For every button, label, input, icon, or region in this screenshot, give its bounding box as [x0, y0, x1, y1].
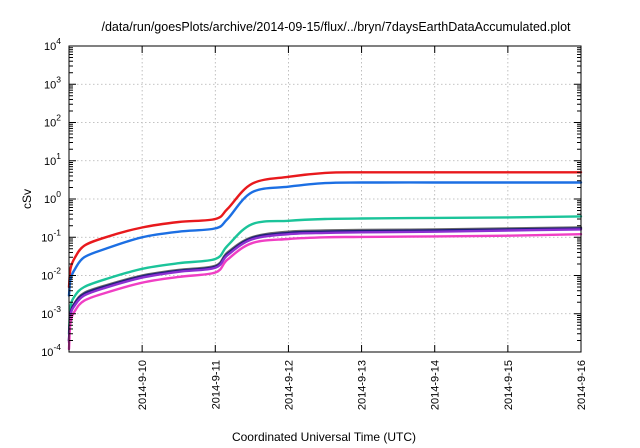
- chart-title: /data/run/goesPlots/archive/2014-09-15/f…: [101, 20, 571, 34]
- series-line-5: [67, 227, 583, 342]
- x-tick-label: 2014-9-14: [430, 360, 442, 410]
- y-tick-label: 101: [44, 151, 61, 168]
- y-tick-label: 104: [44, 36, 61, 53]
- y-tick-label: 10-4: [41, 342, 61, 359]
- y-tick-label: 103: [44, 74, 61, 91]
- series-line-3: [67, 215, 583, 335]
- series-line-4: [67, 226, 583, 342]
- x-tick-label: 2014-9-11: [210, 360, 222, 409]
- series-line-7: [67, 233, 583, 351]
- y-tick-label: 10-1: [41, 227, 61, 244]
- y-axis-label: cSv: [20, 189, 34, 209]
- x-tick-label: 2014-9-15: [503, 360, 515, 410]
- x-tick-label: 2014-9-12: [283, 360, 295, 410]
- x-tick-label: 2014-9-10: [137, 360, 149, 410]
- series-group: [67, 171, 583, 351]
- grid: [69, 46, 581, 352]
- plot-frame: [68, 45, 582, 353]
- x-tick-label: 2014-9-16: [576, 360, 588, 410]
- series-line-2: [67, 181, 583, 297]
- y-tick-label: 10-2: [41, 266, 61, 283]
- series-line-6: [67, 228, 583, 344]
- y-tick-label: 102: [44, 113, 61, 130]
- x-tick-label: 2014-9-13: [357, 360, 369, 410]
- x-axis-label: Coordinated Universal Time (UTC): [232, 430, 416, 444]
- axis-ticks: [69, 45, 582, 353]
- y-tick-label: 100: [44, 189, 61, 206]
- y-axis: 10-4 10-3 10-2 10-1 100 101 102 103 104: [41, 36, 61, 359]
- y-tick-label: 10-3: [41, 304, 61, 321]
- series-line-1: [67, 171, 583, 289]
- x-axis: 2014-9-10 2014-9-11 2014-9-12 2014-9-13 2014…: [137, 360, 588, 410]
